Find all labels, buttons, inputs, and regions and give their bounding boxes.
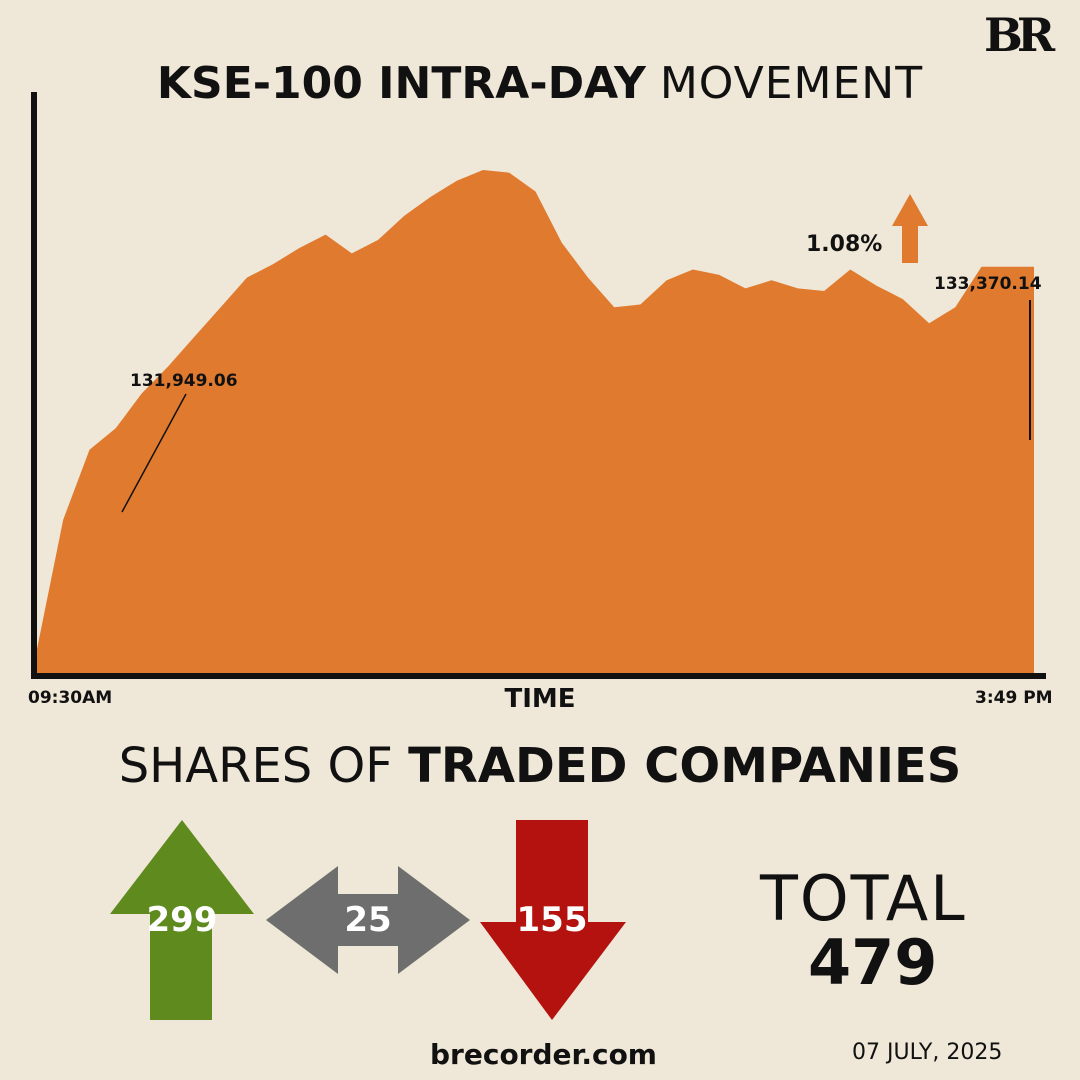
unchanged-count: 25 <box>344 900 392 940</box>
advanced-up-arrow-icon <box>110 820 254 1020</box>
shares-title-bold: TRADED COMPANIES <box>408 738 962 794</box>
shares-title-light: SHARES OF <box>118 738 393 794</box>
x-axis-title: TIME <box>504 684 576 714</box>
intraday-area-series <box>37 170 1034 673</box>
total-label: TOTAL <box>760 862 967 935</box>
open-value-leader-line <box>121 393 187 513</box>
x-axis-start-label: 09:30AM <box>28 688 113 708</box>
intraday-chart <box>31 92 1046 679</box>
chart-title: KSE-100 INTRA-DAY MOVEMENT <box>0 58 1080 110</box>
chart-title-bold: KSE-100 INTRA-DAY <box>156 58 646 109</box>
unchanged-left-right-arrow-icon <box>266 866 470 974</box>
chart-title-light: MOVEMENT <box>659 58 924 109</box>
x-axis-end-label: 3:49 PM <box>975 688 1053 708</box>
report-date: 07 JULY, 2025 <box>852 1040 1003 1065</box>
open-value-label: 131,949.06 <box>130 371 238 391</box>
total-value: 479 <box>808 926 938 999</box>
brand-logo: BR <box>984 8 1055 62</box>
declined-down-arrow-icon <box>480 820 626 1020</box>
site-url: brecorder.com <box>430 1038 657 1071</box>
advanced-count: 299 <box>146 900 218 940</box>
close-value-label: 133,370.14 <box>934 274 1042 294</box>
change-percent-label: 1.08% <box>806 232 883 257</box>
change-up-arrow-icon <box>892 194 928 263</box>
shares-title: SHARES OF TRADED COMPANIES <box>0 738 1080 794</box>
declined-count: 155 <box>516 900 588 940</box>
